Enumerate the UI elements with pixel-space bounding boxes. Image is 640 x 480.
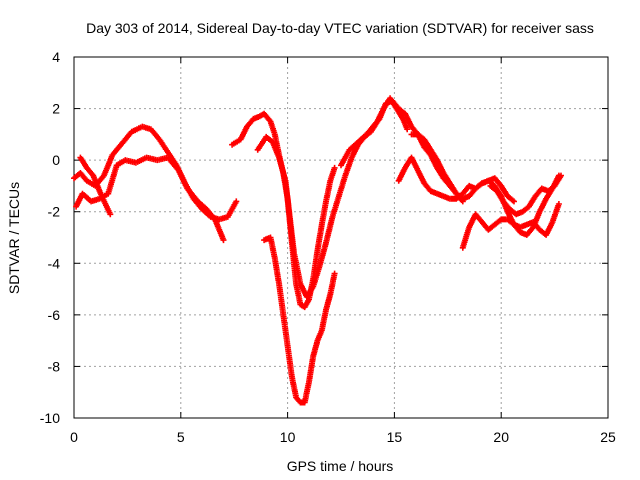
series-markers	[488, 174, 564, 217]
chart-title: Day 303 of 2014, Sidereal Day-to-day VTE…	[86, 20, 594, 36]
series-track-3	[77, 154, 114, 218]
y-axis-label: SDTVAR / TECUs	[6, 182, 22, 294]
y-tick-label: -8	[48, 358, 61, 374]
series-markers	[410, 131, 465, 204]
y-tick-label: 2	[52, 101, 60, 117]
series-track-9	[408, 131, 466, 205]
x-tick-label: 10	[280, 429, 296, 445]
series-markers	[460, 202, 562, 249]
series-track-2	[73, 154, 227, 244]
x-tick-label: 0	[70, 429, 78, 445]
x-tick-label: 25	[600, 429, 616, 445]
series-markers	[73, 155, 226, 242]
series-markers	[78, 156, 113, 216]
series-track-6	[261, 234, 338, 406]
x-tick-labels: 0 5 10 15 20 25	[70, 429, 616, 445]
x-tick-label: 15	[387, 429, 403, 445]
y-tick-label: -10	[40, 410, 60, 426]
x-tick-label: 20	[493, 429, 509, 445]
series-track-11	[487, 172, 564, 218]
y-tick-label: -6	[48, 307, 61, 323]
tick-marks	[73, 56, 609, 419]
x-tick-label: 5	[177, 429, 185, 445]
y-tick-labels: -10 -8 -6 -4 -2 0 2 4	[40, 49, 60, 426]
data-points	[71, 95, 564, 406]
y-tick-label: 0	[52, 152, 60, 168]
series-markers	[262, 235, 338, 406]
x-axis-label: GPS time / hours	[287, 458, 394, 474]
y-tick-label: -4	[48, 255, 61, 271]
plot-frame	[73, 56, 609, 419]
y-tick-label: -2	[48, 204, 61, 220]
y-tick-label: 4	[52, 49, 60, 65]
series-track-10	[459, 201, 562, 251]
